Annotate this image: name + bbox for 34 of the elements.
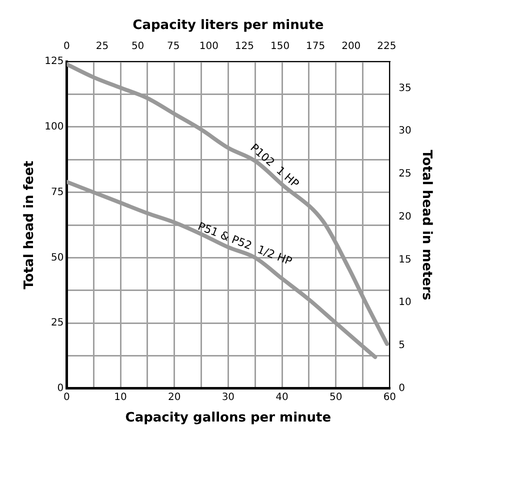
y2-tick-label: 10: [398, 297, 412, 308]
x2-tick-label: 100: [199, 41, 218, 52]
x2-axis-title: Capacity liters per minute: [132, 18, 324, 34]
x-tick-label: 60: [383, 392, 396, 403]
x-tick-label: 10: [114, 392, 127, 403]
y-tick-label: 0: [57, 382, 64, 394]
text: P51 & P52 1/2 HP: [196, 220, 294, 268]
y-tick-label: 125: [44, 56, 64, 68]
y-axis-title: Total head in feet: [22, 160, 38, 290]
y2-tick-label: 5: [398, 340, 406, 352]
y-tick-label: 25: [50, 318, 64, 329]
y2-tick-label: 15: [398, 254, 412, 266]
x-tick-label: 40: [276, 392, 288, 403]
x-axis-title: Capacity gallons per minute: [125, 410, 332, 426]
y2-tick-label: 0: [398, 382, 406, 394]
y2-tick-label: 25: [398, 168, 412, 180]
x2-tick-label: 50: [131, 41, 144, 52]
y-tick-label: 75: [50, 186, 64, 198]
x2-tick-label: 150: [270, 41, 290, 52]
y2-tick-label: 30: [398, 126, 412, 137]
y2-tick-label: 20: [398, 211, 412, 222]
x-tick-label: 30: [222, 392, 235, 403]
x-tick-label: 50: [329, 392, 342, 403]
x2-tick-label: 175: [306, 41, 326, 52]
x2-tick-label: 200: [342, 41, 361, 52]
x-tick-label: 20: [168, 392, 181, 403]
y-tick-label: 100: [44, 122, 64, 133]
x2-tick-label: 125: [234, 41, 254, 52]
y2-axis-title: Total head in meters: [418, 150, 434, 301]
x2-tick-label: 225: [377, 41, 396, 52]
y-tick-label: 50: [50, 252, 64, 264]
y2-tick-label: 35: [398, 82, 412, 94]
x2-tick-label: 25: [96, 41, 109, 52]
x2-tick-label: 75: [166, 41, 180, 52]
